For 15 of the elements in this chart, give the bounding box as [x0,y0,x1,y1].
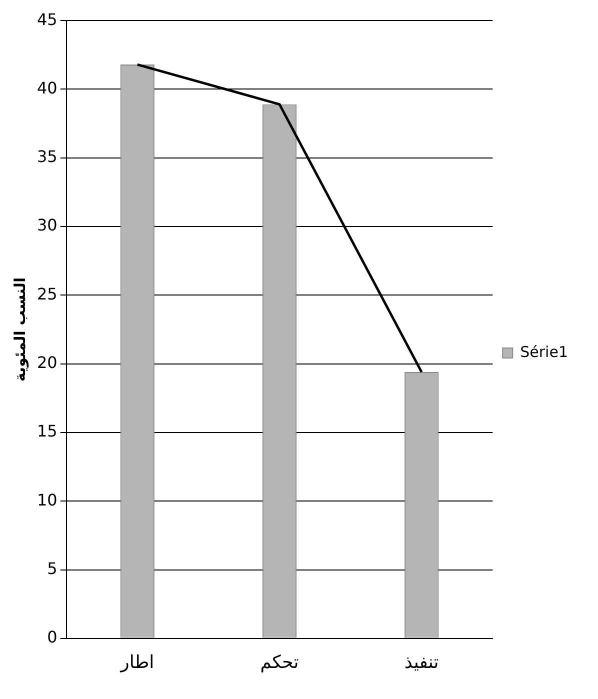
x-tick-label: تحكم [260,652,299,673]
y-tick-label: 45 [37,10,58,29]
y-tick-label: 40 [37,78,58,98]
y-tick-label: 25 [37,284,58,304]
y-tick-label: 0 [47,628,58,647]
y-tick-label: 5 [47,558,58,578]
x-tick-label: اطار [120,652,154,673]
legend-label: Série1 [520,342,568,361]
y-axis-title: النسب المئوية [10,277,29,382]
y-tick-label: 10 [37,490,58,510]
y-tick-label: 20 [37,352,58,372]
x-tick-label: تنفيذ [404,652,439,673]
y-tick-label: 15 [37,422,58,441]
y-tick-label: 30 [37,216,58,235]
y-tick-label: 35 [37,147,58,166]
